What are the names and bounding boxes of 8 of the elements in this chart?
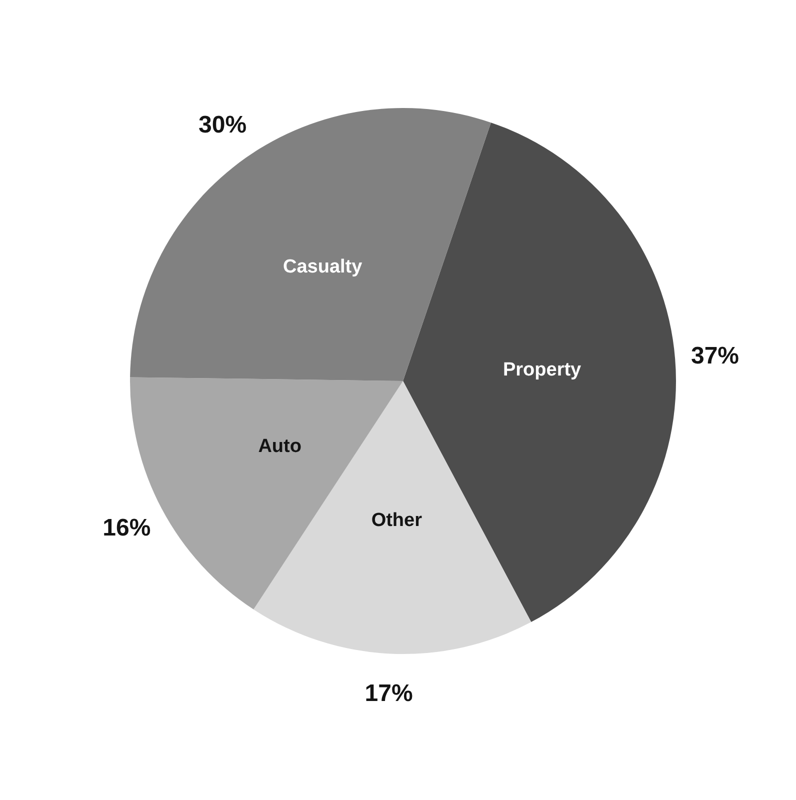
slice-label: Property: [502, 359, 582, 380]
slice-label: Auto: [258, 436, 302, 457]
data-label: 30%: [198, 112, 247, 139]
data-label: 17%: [364, 680, 413, 708]
slice-label: Casualty: [282, 256, 363, 278]
slice-label: Other: [371, 510, 423, 531]
data-label: 37%: [690, 342, 740, 370]
data-label: 16%: [102, 514, 151, 542]
